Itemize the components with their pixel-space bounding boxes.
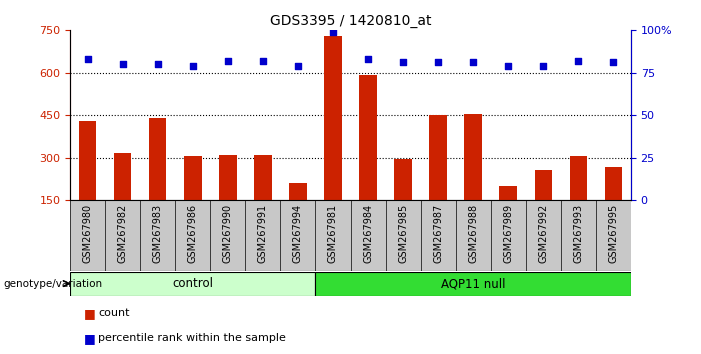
Point <box>608 59 619 65</box>
Text: percentile rank within the sample: percentile rank within the sample <box>98 333 286 343</box>
Text: GSM267990: GSM267990 <box>223 204 233 263</box>
Point <box>468 59 479 65</box>
Point <box>362 56 374 62</box>
Point <box>573 58 584 63</box>
Text: GSM267992: GSM267992 <box>538 204 548 263</box>
Point <box>82 56 93 62</box>
Bar <box>254 155 272 200</box>
Bar <box>79 121 96 200</box>
Text: GSM267981: GSM267981 <box>328 204 338 263</box>
Bar <box>464 114 482 200</box>
Bar <box>499 186 517 200</box>
Text: GSM267987: GSM267987 <box>433 204 443 263</box>
Point <box>292 63 304 69</box>
Bar <box>290 183 307 200</box>
Text: GSM267991: GSM267991 <box>258 204 268 263</box>
Text: GSM267994: GSM267994 <box>293 204 303 263</box>
Text: AQP11 null: AQP11 null <box>441 277 505 290</box>
Text: genotype/variation: genotype/variation <box>4 279 102 289</box>
Bar <box>604 167 622 200</box>
Text: GSM267995: GSM267995 <box>608 204 618 263</box>
Point <box>538 63 549 69</box>
Bar <box>149 118 167 200</box>
Bar <box>324 36 341 200</box>
Bar <box>394 159 412 200</box>
Point <box>187 63 198 69</box>
Point <box>257 58 268 63</box>
Text: GSM267993: GSM267993 <box>573 204 583 263</box>
Text: GSM267982: GSM267982 <box>118 204 128 263</box>
Bar <box>429 115 447 200</box>
Point <box>152 61 163 67</box>
Bar <box>70 272 315 296</box>
Text: count: count <box>98 308 130 318</box>
Text: GSM267989: GSM267989 <box>503 204 513 263</box>
Bar <box>569 156 587 200</box>
Bar <box>219 155 237 200</box>
Point <box>222 58 233 63</box>
Text: ■: ■ <box>84 332 96 344</box>
Text: control: control <box>172 277 213 290</box>
Bar <box>535 170 552 200</box>
Text: GSM267985: GSM267985 <box>398 204 408 263</box>
Bar <box>315 272 631 296</box>
Text: GSM267983: GSM267983 <box>153 204 163 263</box>
Title: GDS3395 / 1420810_at: GDS3395 / 1420810_at <box>270 14 431 28</box>
Text: GSM267986: GSM267986 <box>188 204 198 263</box>
Bar <box>359 75 377 200</box>
Text: GSM267988: GSM267988 <box>468 204 478 263</box>
Bar <box>114 153 132 200</box>
Text: GSM267980: GSM267980 <box>83 204 93 263</box>
Point <box>327 29 339 35</box>
Point <box>397 59 409 65</box>
Bar <box>184 156 202 200</box>
Point <box>117 61 128 67</box>
Point <box>433 59 444 65</box>
Text: GSM267984: GSM267984 <box>363 204 373 263</box>
Text: ■: ■ <box>84 307 96 320</box>
Point <box>503 63 514 69</box>
